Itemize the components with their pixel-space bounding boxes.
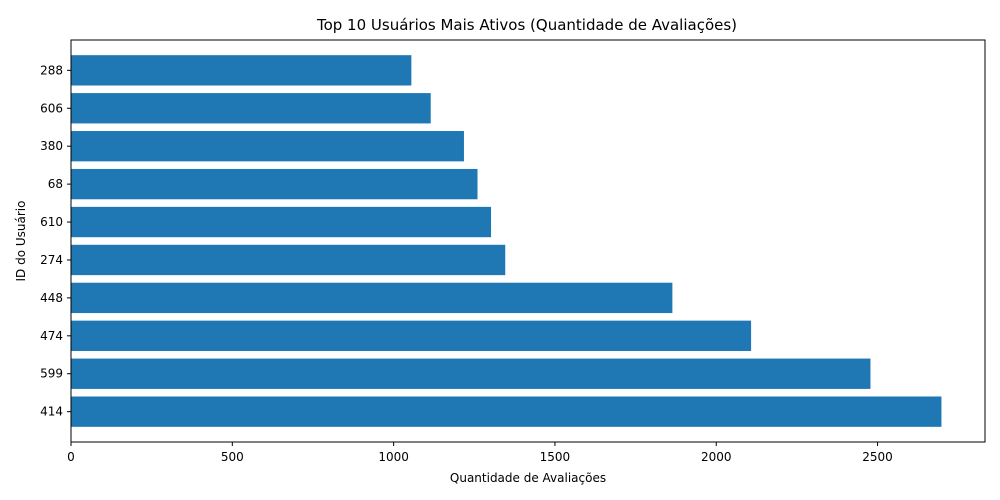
y-axis-ticks: 414 599 474 448 274 610 68 380 606 288 — [40, 63, 71, 419]
x-axis-ticks: 0 500 1000 1500 2000 2500 — [67, 442, 893, 464]
x-tick-label: 0 — [67, 450, 75, 464]
bar-448 — [71, 282, 673, 314]
bar-414 — [71, 396, 942, 427]
y-tick-label: 274 — [40, 253, 63, 267]
bar-474 — [71, 320, 752, 351]
y-tick-label: 414 — [40, 405, 63, 419]
x-tick-label: 1000 — [378, 450, 409, 464]
plot-frame — [70, 39, 986, 443]
y-tick-label: 599 — [40, 367, 63, 381]
chart-title: Top 10 Usuários Mais Ativos (Quantidade … — [316, 16, 737, 34]
y-axis-label: ID do Usuário — [14, 201, 28, 282]
bar-68 — [71, 168, 478, 200]
x-tick-label: 2500 — [862, 450, 893, 464]
x-axis-label: Quantidade de Avaliações — [450, 471, 606, 485]
y-tick-label: 474 — [40, 329, 63, 343]
y-tick-label: 68 — [48, 177, 63, 191]
x-tick-label: 500 — [221, 450, 244, 464]
bar-288 — [71, 55, 412, 86]
y-tick-label: 288 — [40, 63, 63, 77]
bar-610 — [71, 206, 492, 238]
x-tick-label: 2000 — [701, 450, 732, 464]
bars-group — [71, 55, 942, 427]
bar-606 — [71, 93, 431, 124]
bar-380 — [71, 131, 464, 162]
bar-599 — [71, 358, 871, 389]
y-tick-label: 610 — [40, 215, 63, 229]
bar-274 — [71, 244, 506, 276]
y-tick-label: 380 — [40, 139, 63, 153]
x-tick-label: 1500 — [540, 450, 571, 464]
y-tick-label: 448 — [40, 291, 63, 305]
y-tick-label: 606 — [40, 101, 63, 115]
